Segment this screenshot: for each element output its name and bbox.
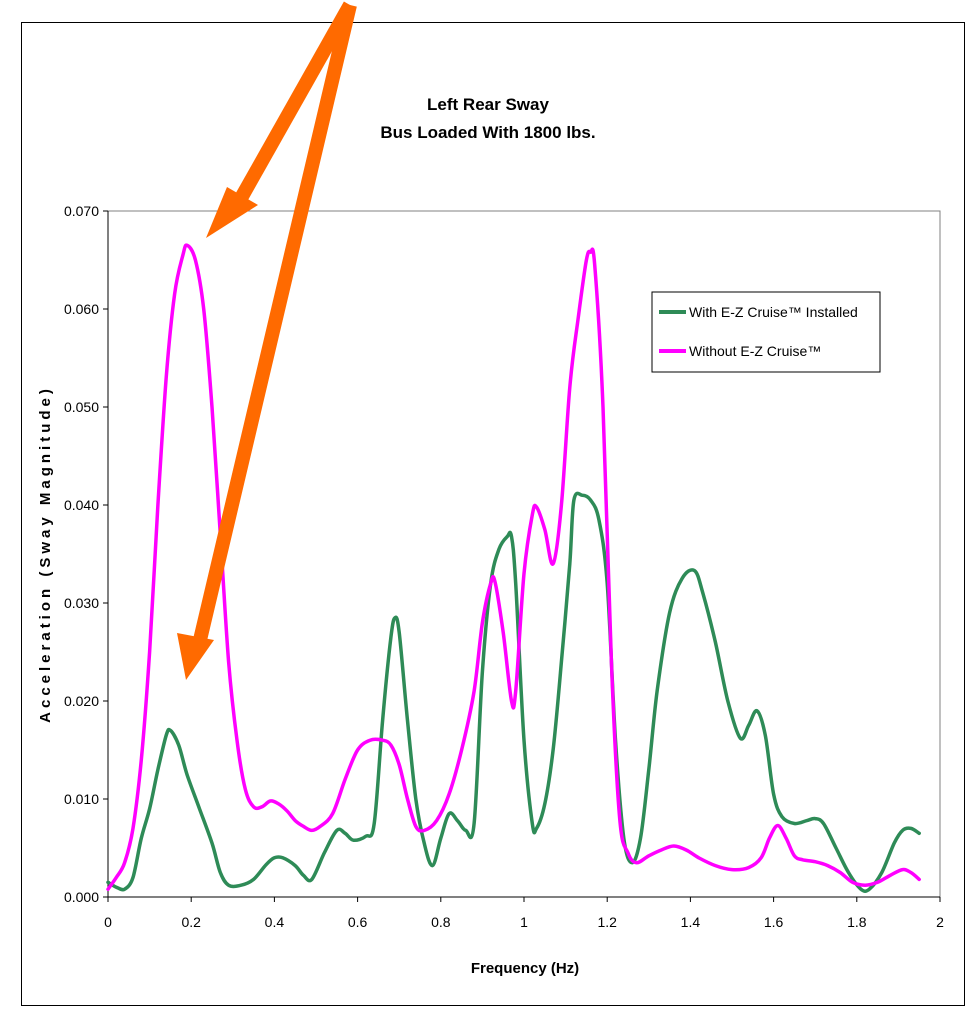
x-tick-label: 1.4 <box>681 914 701 930</box>
x-tick-label: 0.8 <box>431 914 451 930</box>
legend-label-without: Without E-Z Cruise™ <box>689 343 821 359</box>
y-tick-label: 0.050 <box>64 399 99 415</box>
chart-title: Left Rear Sway <box>427 95 549 114</box>
y-tick-label: 0.010 <box>64 791 99 807</box>
y-tick-label: 0.030 <box>64 595 99 611</box>
chart-frame <box>21 22 965 1006</box>
x-tick-label: 1.8 <box>847 914 867 930</box>
x-tick-label: 1.2 <box>597 914 617 930</box>
x-axis: 0 0.2 0.4 0.6 0.8 1 1.2 1.4 1.6 1.8 2 <box>104 896 944 930</box>
arrow-to-lower-peak <box>193 3 357 642</box>
series-line-with-ez-cruise <box>106 491 921 893</box>
arrow-to-upper-peak <box>229 1 357 211</box>
arrow-head-upper <box>206 187 258 238</box>
legend-box <box>651 291 881 373</box>
x-tick-label: 2 <box>936 914 944 930</box>
x-tick-label: 0 <box>104 914 112 930</box>
y-tick-label: 0.040 <box>64 497 99 513</box>
y-tick-label: 0.020 <box>64 693 99 709</box>
x-tick-label: 1 <box>520 914 528 930</box>
x-tick-label: 0.2 <box>181 914 201 930</box>
x-axis-title: Frequency (Hz) <box>471 960 579 977</box>
x-tick-label: 1.6 <box>764 914 784 930</box>
series-line-without-ez-cruise <box>106 243 921 891</box>
y-axis-title: Acceleration (Sway Magnitude) <box>37 385 54 723</box>
y-tick-label: 0.070 <box>64 203 99 219</box>
y-axis: 0.000 0.010 0.020 0.030 0.040 0.050 0.060 0.070 <box>64 203 109 905</box>
x-tick-label: 0.6 <box>348 914 368 930</box>
y-tick-label: 0.060 <box>64 301 99 317</box>
chart-subtitle: Bus Loaded With 1800 lbs. <box>380 123 595 142</box>
arrow-head-lower <box>177 633 214 680</box>
y-tick-label: 0.000 <box>64 889 99 905</box>
x-tick-label: 0.4 <box>265 914 285 930</box>
legend: With E-Z Cruise™ Installed Without E-Z C… <box>651 291 881 373</box>
annotation-arrows <box>177 1 357 680</box>
legend-label-with: With E-Z Cruise™ Installed <box>689 304 858 320</box>
series-layer <box>106 243 921 893</box>
